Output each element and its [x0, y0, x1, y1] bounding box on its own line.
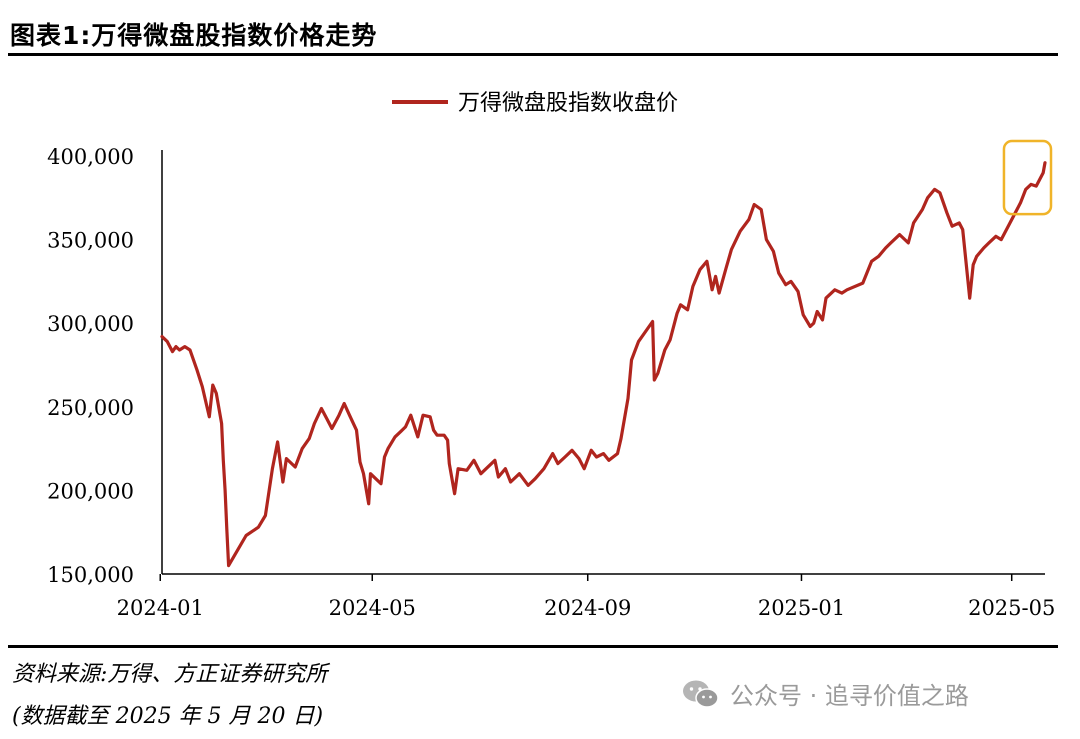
y-tick-label: 150,000	[47, 563, 134, 587]
series-line	[160, 161, 1047, 568]
wechat-icon	[683, 680, 719, 708]
legend: 万得微盘股指数收盘价	[392, 91, 678, 116]
x-tick-label: 2025-05	[968, 596, 1055, 620]
chart-title: 图表1:万得微盘股指数价格走势	[10, 21, 378, 50]
y-tick-label: 250,000	[47, 396, 134, 420]
plot-area	[160, 139, 1053, 568]
y-tick-label: 200,000	[47, 479, 134, 503]
x-tick-label: 2024-09	[544, 596, 631, 620]
date-note: (数据截至 2025 年 5 月 20 日)	[12, 704, 324, 729]
y-tick-label: 300,000	[47, 312, 134, 336]
x-tick-label: 2025-01	[758, 596, 845, 620]
top-rule	[8, 53, 1058, 56]
legend-label: 万得微盘股指数收盘价	[458, 91, 678, 116]
x-tick-label: 2024-01	[117, 596, 204, 620]
source-note: 资料来源:万得、方正证券研究所	[12, 662, 328, 687]
line-chart: 万得微盘股指数收盘价 150,000 200,000 250,000 300,000 3…	[47, 91, 1055, 620]
bottom-rule	[8, 645, 1058, 648]
y-tick-label: 400,000	[47, 145, 134, 169]
y-tick-label: 350,000	[47, 229, 134, 253]
highlight-box	[1002, 139, 1053, 216]
x-tick-label: 2024-05	[329, 596, 416, 620]
watermark: 公众号 · 追寻价值之路	[682, 676, 969, 711]
x-axis: 2024-01 2024-05 2024-09 2025-01 2025-05	[117, 573, 1055, 620]
y-axis: 150,000 200,000 250,000 300,000 350,000 400,0…	[47, 145, 163, 587]
watermark-text: 公众号 · 追寻价值之路	[730, 682, 969, 710]
